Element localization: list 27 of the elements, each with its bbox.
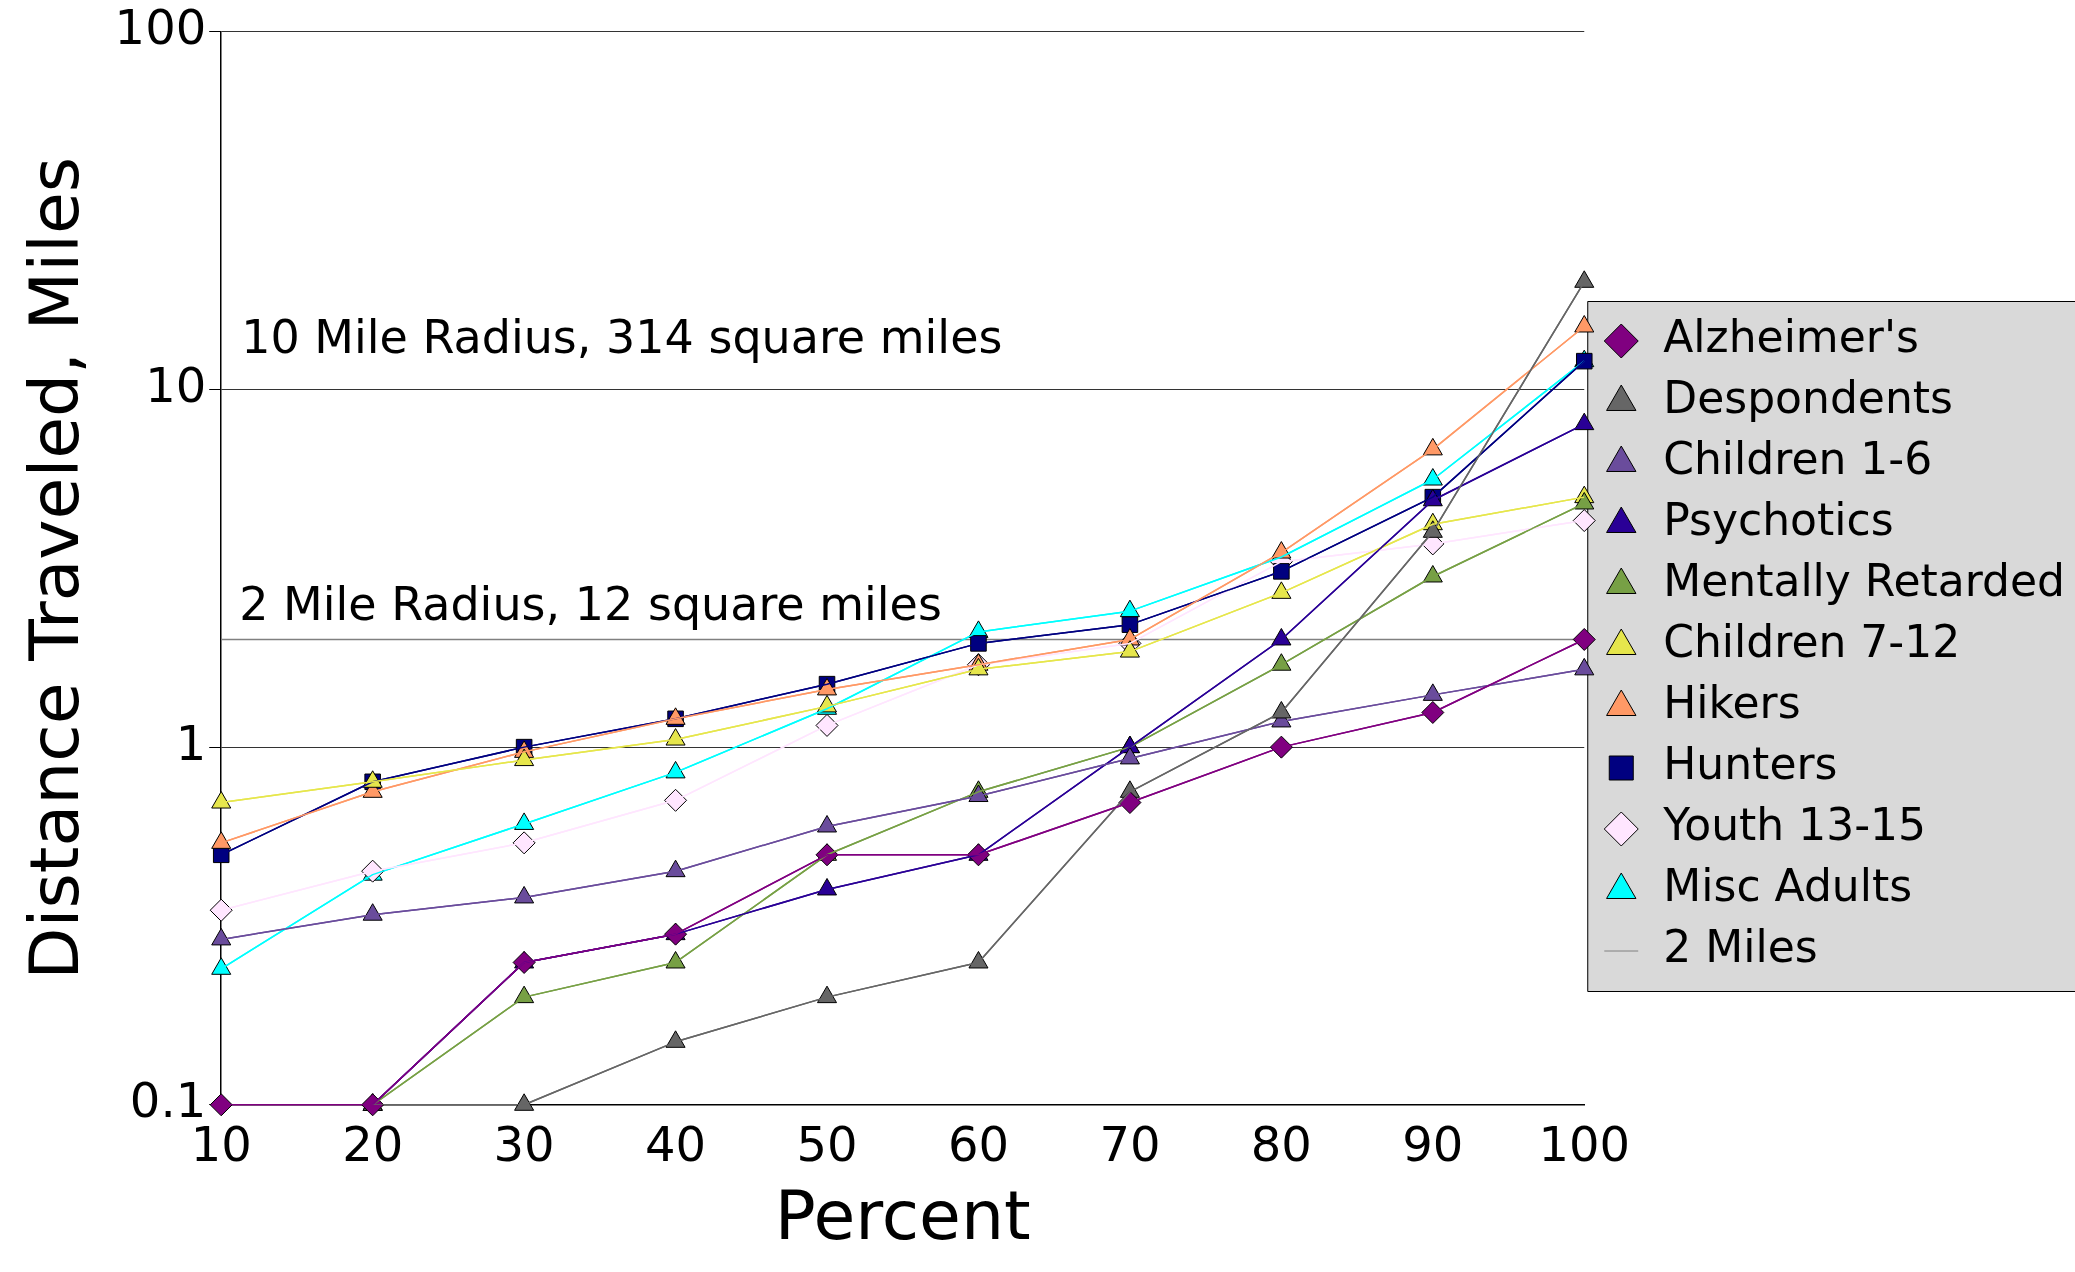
- annotation: 2 Mile Radius, 12 square miles: [239, 577, 942, 632]
- legend-label: Misc Adults: [1663, 860, 1913, 912]
- legend-label: Youth 13-15: [1662, 799, 1927, 851]
- legend-label: Children 7-12: [1663, 616, 1961, 668]
- x-tick-label: 90: [1402, 1116, 1464, 1173]
- legend-label: Despondents: [1663, 372, 1953, 424]
- x-axis-title: Percent: [774, 1175, 1031, 1255]
- legend-label: Hunters: [1663, 738, 1838, 790]
- x-tick-label: 70: [1099, 1116, 1161, 1173]
- x-tick-label: 100: [1538, 1116, 1631, 1173]
- legend-label: 2 Miles: [1663, 921, 1818, 973]
- x-tick-label: 30: [493, 1116, 555, 1173]
- x-tick-label: 40: [645, 1116, 707, 1173]
- x-tick-label: 60: [947, 1116, 1009, 1173]
- x-tick-label: 80: [1250, 1116, 1312, 1173]
- y-tick-label: 1: [175, 714, 207, 771]
- y-tick-label: 10: [145, 356, 207, 413]
- annotation: 10 Mile Radius, 314 square miles: [241, 310, 1003, 365]
- legend-label: Alzheimer's: [1663, 311, 1919, 363]
- y-axis-title: Distance Traveled, Miles: [15, 156, 95, 980]
- legend-label: Children 1-6: [1663, 433, 1933, 485]
- legend-label: Mentally Retarded: [1663, 555, 2066, 607]
- legend-label: Psychotics: [1663, 494, 1894, 546]
- y-tick-label: 100: [114, 0, 207, 56]
- x-tick-label: 50: [796, 1116, 858, 1173]
- x-tick-label: 20: [342, 1116, 404, 1173]
- legend-label: Hikers: [1663, 677, 1801, 729]
